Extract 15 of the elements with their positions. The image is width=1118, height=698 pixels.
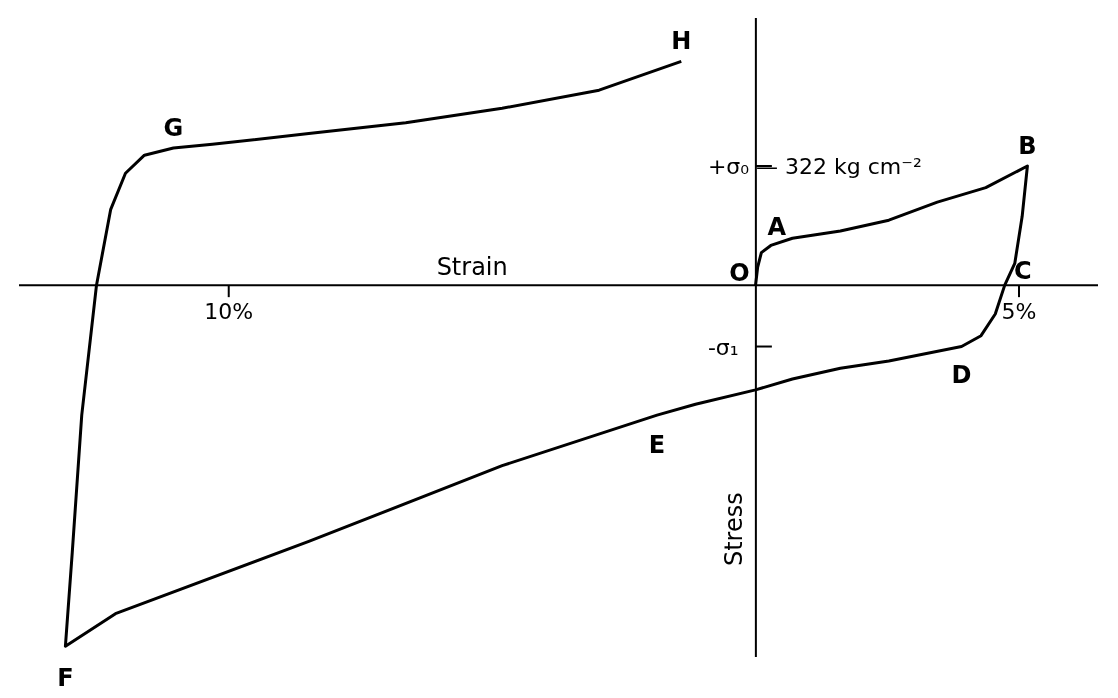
annotation: D bbox=[951, 360, 972, 389]
x-tick-label: 5% bbox=[1001, 299, 1037, 325]
annotation: -σ₁ bbox=[707, 334, 739, 360]
annotation: E bbox=[648, 431, 666, 460]
annotation: C bbox=[1013, 257, 1032, 286]
annotation: O bbox=[729, 259, 750, 288]
x-tick-label: 10% bbox=[204, 299, 254, 325]
annotation: +σ₀ — 322 kg cm⁻² bbox=[707, 154, 922, 180]
annotation: B bbox=[1018, 132, 1037, 161]
y-axis-title: Stress bbox=[719, 492, 748, 567]
annotation: H bbox=[671, 27, 692, 56]
annotation: G bbox=[163, 113, 184, 142]
x-axis-title: Strain bbox=[436, 253, 508, 282]
annotation: A bbox=[767, 213, 787, 242]
annotation: F bbox=[57, 664, 74, 693]
